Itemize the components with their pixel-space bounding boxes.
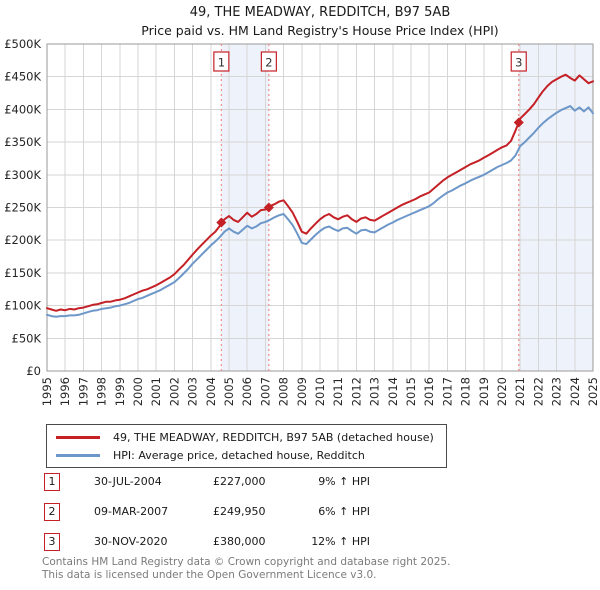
x-axis-tick-label: 2017 <box>440 377 454 406</box>
y-axis-tick-label: £100K <box>4 299 41 313</box>
x-axis-tick-label: 2010 <box>313 377 327 406</box>
x-axis-tick-label: 2004 <box>204 377 218 406</box>
sale-price: £380,000 <box>213 535 266 548</box>
sale-hpi-diff: 9% ↑ HPI <box>318 475 370 488</box>
x-axis-tick-label: 1996 <box>58 377 72 406</box>
legend-item-hpi: HPI: Average price, detached house, Redd… <box>47 446 446 464</box>
sale-date: 30-JUL-2004 <box>94 475 162 488</box>
property-price-line <box>46 73 594 312</box>
x-axis-tick-label: 2008 <box>277 377 291 406</box>
sale-number-badge: 1 <box>44 473 60 491</box>
x-axis-tick-label: 2016 <box>422 377 436 406</box>
x-axis-tick-label: 2020 <box>495 377 509 406</box>
x-axis-tick-label: 2003 <box>186 377 200 406</box>
sale-number-badge: 2 <box>44 503 60 521</box>
x-axis-tick-label: 2001 <box>149 377 163 406</box>
sale-row-3: 3 30-NOV-2020 £380,000 12% ↑ HPI <box>44 533 384 555</box>
legend-item-property: 49, THE MEADWAY, REDDITCH, B97 5AB (deta… <box>47 428 446 446</box>
y-axis-tick-label: £500K <box>4 37 41 51</box>
hpi-line-sample <box>56 453 100 457</box>
x-axis-tick-label: 2000 <box>131 377 145 406</box>
sale-date: 09-MAR-2007 <box>94 505 169 518</box>
y-axis-tick-label: £250K <box>4 201 41 215</box>
y-axis-tick-label: £300K <box>4 168 41 182</box>
x-axis-tick-label: 2015 <box>404 377 418 406</box>
footer-line-1: Contains HM Land Registry data © Crown c… <box>42 556 451 568</box>
y-axis-tick-label: £450K <box>4 70 41 84</box>
x-axis-tick-label: 2012 <box>349 377 363 406</box>
x-axis-tick-label: 2021 <box>513 377 527 406</box>
x-axis-tick-label: 1997 <box>76 377 90 406</box>
y-axis-tick-label: £350K <box>4 135 41 149</box>
x-axis-tick-label: 2009 <box>295 377 309 406</box>
x-axis-tick-label: 2014 <box>386 377 400 406</box>
sale-number-box-label: 2 <box>265 56 272 70</box>
page-title: 49, THE MEADWAY, REDDITCH, B97 5AB <box>189 5 451 20</box>
sale-number-badge: 3 <box>44 533 60 551</box>
property-line-sample <box>56 435 100 439</box>
x-axis-tick-label: 2018 <box>459 377 473 406</box>
sale-number-box <box>260 51 277 72</box>
license-footer: Contains HM Land Registry data © Crown c… <box>42 556 450 581</box>
y-axis-tick-label: £400K <box>4 102 41 116</box>
sale-marker <box>263 202 274 213</box>
x-axis-tick-label: 1995 <box>40 377 54 406</box>
sale-marker <box>513 117 524 128</box>
x-axis-tick-label: 2022 <box>531 377 545 406</box>
page-subtitle: Price paid vs. HM Land Registry's House … <box>141 23 499 38</box>
sale-marker <box>216 217 227 228</box>
x-axis-tick-label: 2002 <box>167 377 181 406</box>
sale-hpi-diff: 6% ↑ HPI <box>318 505 370 518</box>
plot-border <box>46 43 594 372</box>
x-axis-tick-label: 2005 <box>222 377 236 406</box>
sale-number-box-label: 3 <box>515 56 522 70</box>
hpi-average-line <box>46 105 594 318</box>
legend-label-property: 49, THE MEADWAY, REDDITCH, B97 5AB (deta… <box>113 430 434 444</box>
y-axis-tick-label: £50K <box>12 331 42 345</box>
x-axis-tick-label: 2019 <box>477 377 491 406</box>
x-axis-tick-label: 2024 <box>568 377 582 406</box>
x-axis-tick-label: 2011 <box>331 377 345 406</box>
x-axis-tick-label: 2007 <box>258 377 272 406</box>
sale-number-box <box>510 51 527 72</box>
sale-row-1: 1 30-JUL-2004 £227,000 9% ↑ HPI <box>44 473 384 495</box>
sale-row-2: 2 09-MAR-2007 £249,950 6% ↑ HPI <box>44 503 384 525</box>
legend-label-hpi: HPI: Average price, detached house, Redd… <box>113 448 365 462</box>
y-axis-tick-label: £150K <box>4 266 41 280</box>
legend-box: 49, THE MEADWAY, REDDITCH, B97 5AB (deta… <box>46 424 447 468</box>
y-axis-tick-label: £200K <box>4 233 41 247</box>
sale-date: 30-NOV-2020 <box>94 535 168 548</box>
x-axis-tick-label: 2006 <box>240 377 254 406</box>
x-axis-tick-label: 1998 <box>95 377 109 406</box>
footer-line-2: This data is licensed under the Open Gov… <box>42 568 377 581</box>
x-axis-tick-label: 2023 <box>550 377 564 406</box>
price-chart: 1 2 3 £0 £50K £100K £150K £200K £250K £300K £350K £… <box>4 37 600 406</box>
sale-number-box <box>213 51 230 72</box>
sale-number-box-label: 1 <box>218 56 225 70</box>
x-axis-tick-label: 2013 <box>368 377 382 406</box>
sale-price: £227,000 <box>213 475 266 488</box>
x-axis-tick-label: 1999 <box>113 377 127 406</box>
x-axis-tick-label: 2025 <box>586 377 600 406</box>
y-axis-tick-label: £0 <box>26 364 41 378</box>
sale-hpi-diff: 12% ↑ HPI <box>311 535 370 548</box>
sale-price: £249,950 <box>213 505 266 518</box>
